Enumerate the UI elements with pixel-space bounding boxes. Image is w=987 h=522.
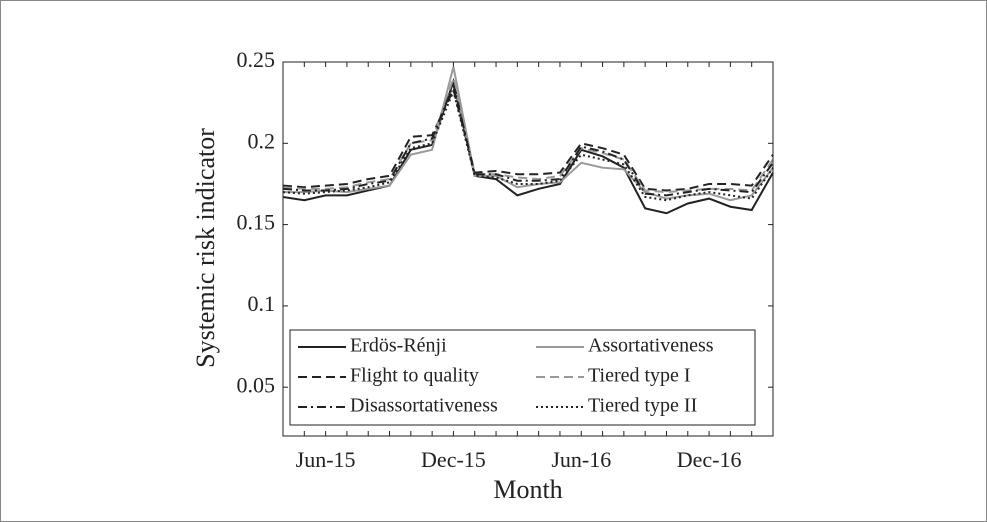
y-tick-label: 0.05	[237, 372, 276, 397]
plot-border	[282, 61, 774, 437]
legend-label: Tiered type I	[588, 365, 691, 387]
legend-label: Flight to quality	[350, 365, 479, 387]
legend-label: Assortativeness	[588, 335, 714, 357]
legend-box	[289, 329, 756, 426]
x-tick-label: Dec-16	[677, 447, 742, 472]
legend-label: Tiered type II	[588, 395, 697, 417]
series-line	[282, 86, 774, 192]
y-tick-label: 0.2	[248, 128, 276, 153]
y-axis-label: Systemic risk indicator	[191, 128, 220, 368]
series-line	[282, 77, 774, 215]
x-tick-label: Dec-15	[421, 447, 486, 472]
series-line	[282, 74, 774, 194]
x-tick-label: Jun-16	[551, 447, 611, 472]
legend-label: Disassortativeness	[350, 395, 498, 417]
x-tick-label: Jun-15	[296, 447, 356, 472]
y-tick-label: 0.1	[248, 291, 276, 316]
legend-label: Erdös-Rénji	[350, 335, 447, 357]
series-line	[282, 81, 774, 197]
y-tick-label: 0.15	[237, 210, 276, 235]
y-tick-label: 0.25	[237, 47, 276, 72]
series-line	[283, 66, 774, 202]
x-axis-label: Month	[493, 475, 562, 504]
